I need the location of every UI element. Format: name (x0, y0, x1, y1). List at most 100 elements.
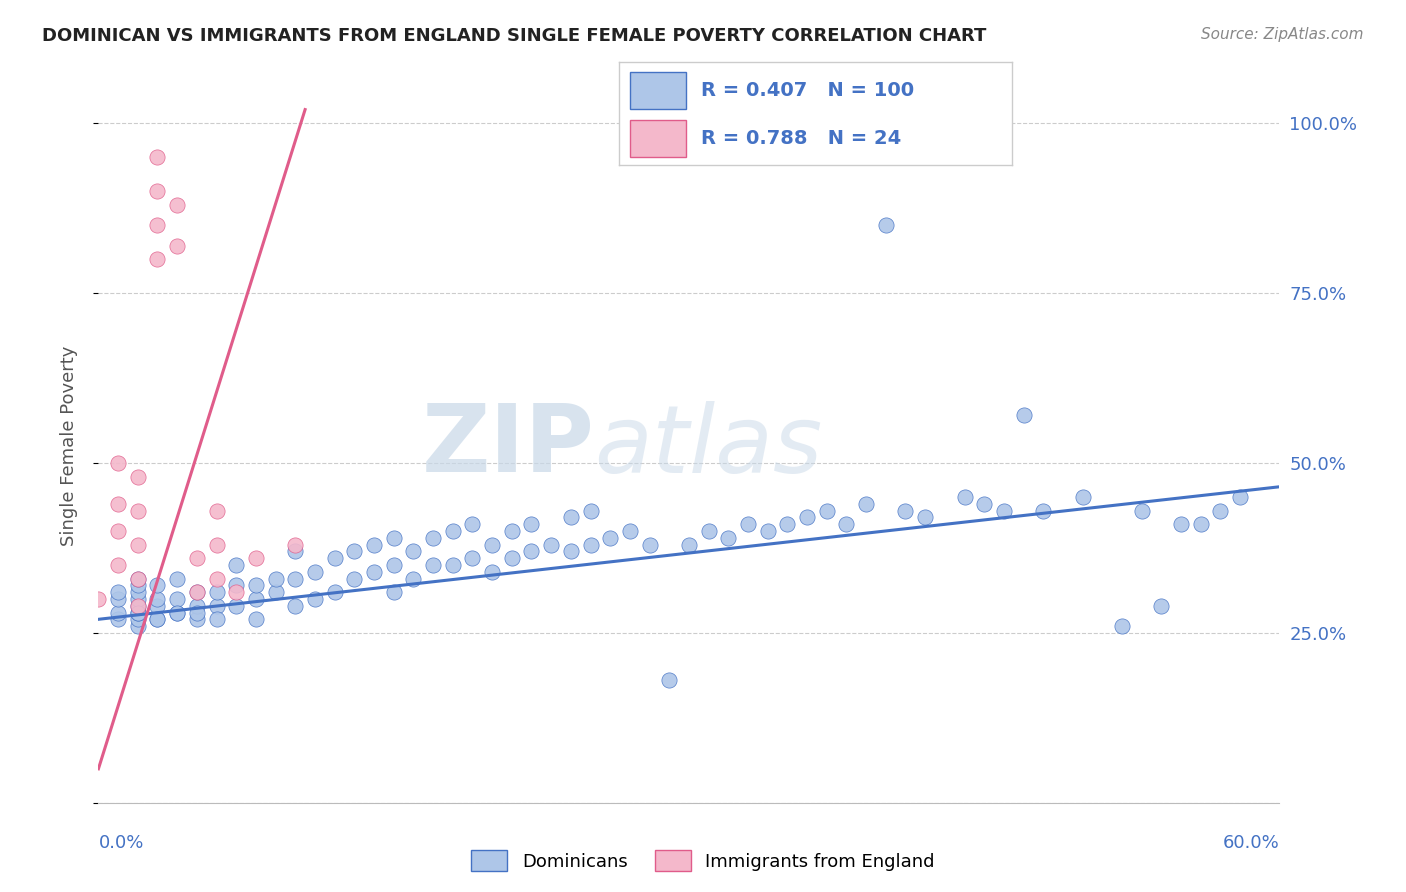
Point (107, 591, 129, 606)
Point (107, 497, 129, 511)
Point (127, 585, 149, 599)
Point (146, 612, 169, 626)
Point (205, 503, 228, 517)
Point (87, 591, 110, 606)
Point (1032, 503, 1054, 517)
Text: DOMINICAN VS IMMIGRANTS FROM ENGLAND SINGLE FEMALE POVERTY CORRELATION CHART: DOMINICAN VS IMMIGRANTS FROM ENGLAND SIN… (42, 27, 987, 45)
Point (225, 578, 247, 592)
Point (245, 591, 267, 606)
Point (717, 531, 740, 545)
Point (146, 218, 169, 232)
Point (619, 524, 641, 538)
Point (441, 558, 464, 572)
Point (127, 591, 149, 606)
Point (1229, 490, 1251, 504)
Point (146, 578, 169, 592)
Point (422, 531, 444, 545)
Point (107, 612, 129, 626)
Point (1111, 619, 1133, 633)
Point (304, 565, 326, 579)
Point (815, 503, 838, 517)
Point (756, 524, 779, 538)
Point (127, 599, 149, 613)
Point (323, 551, 346, 566)
Point (402, 544, 425, 558)
Point (697, 524, 720, 538)
Point (107, 524, 129, 538)
Point (186, 612, 208, 626)
Point (166, 572, 188, 586)
Point (245, 612, 267, 626)
Point (776, 517, 799, 532)
FancyBboxPatch shape (630, 120, 686, 157)
Point (461, 551, 484, 566)
Point (107, 558, 129, 572)
Point (1071, 490, 1094, 504)
Point (166, 198, 188, 212)
Point (382, 531, 405, 545)
Point (166, 591, 188, 606)
Point (1150, 599, 1173, 613)
Point (855, 497, 877, 511)
Point (127, 469, 149, 483)
Point (284, 572, 307, 586)
Point (461, 517, 484, 532)
Point (796, 510, 818, 524)
Point (205, 612, 228, 626)
Point (127, 572, 149, 586)
Point (343, 544, 366, 558)
Point (599, 531, 621, 545)
Point (894, 503, 917, 517)
Point (579, 537, 602, 551)
Point (284, 544, 307, 558)
Text: 0.0%: 0.0% (98, 834, 143, 852)
Point (107, 606, 129, 620)
Point (107, 585, 129, 599)
Point (186, 606, 208, 620)
Text: ZIP: ZIP (422, 400, 595, 492)
Point (481, 565, 503, 579)
Point (579, 503, 602, 517)
Point (205, 599, 228, 613)
Point (127, 537, 149, 551)
Point (678, 537, 700, 551)
Text: R = 0.407   N = 100: R = 0.407 N = 100 (702, 80, 914, 100)
Point (205, 537, 228, 551)
Point (560, 510, 582, 524)
Point (402, 572, 425, 586)
Y-axis label: Single Female Poverty: Single Female Poverty (59, 346, 77, 546)
Text: atlas: atlas (595, 401, 823, 491)
Point (658, 673, 681, 688)
Point (441, 524, 464, 538)
Point (323, 585, 346, 599)
Point (382, 558, 405, 572)
Point (146, 150, 169, 164)
Point (1209, 503, 1232, 517)
Point (638, 537, 661, 551)
Point (127, 606, 149, 620)
Point (225, 599, 247, 613)
Point (382, 585, 405, 599)
Point (264, 572, 287, 586)
Point (127, 572, 149, 586)
Point (166, 606, 188, 620)
Point (127, 503, 149, 517)
FancyBboxPatch shape (630, 71, 686, 109)
Point (225, 585, 247, 599)
Point (245, 551, 267, 566)
Point (166, 238, 188, 252)
Point (264, 585, 287, 599)
Point (127, 606, 149, 620)
Point (501, 551, 523, 566)
Point (835, 517, 858, 532)
Point (501, 524, 523, 538)
Point (146, 252, 169, 266)
Point (1012, 409, 1035, 423)
Text: R = 0.788   N = 24: R = 0.788 N = 24 (702, 128, 901, 148)
Point (343, 572, 366, 586)
Point (127, 578, 149, 592)
Point (186, 585, 208, 599)
Point (186, 585, 208, 599)
Point (875, 218, 897, 232)
Text: Source: ZipAtlas.com: Source: ZipAtlas.com (1201, 27, 1364, 42)
